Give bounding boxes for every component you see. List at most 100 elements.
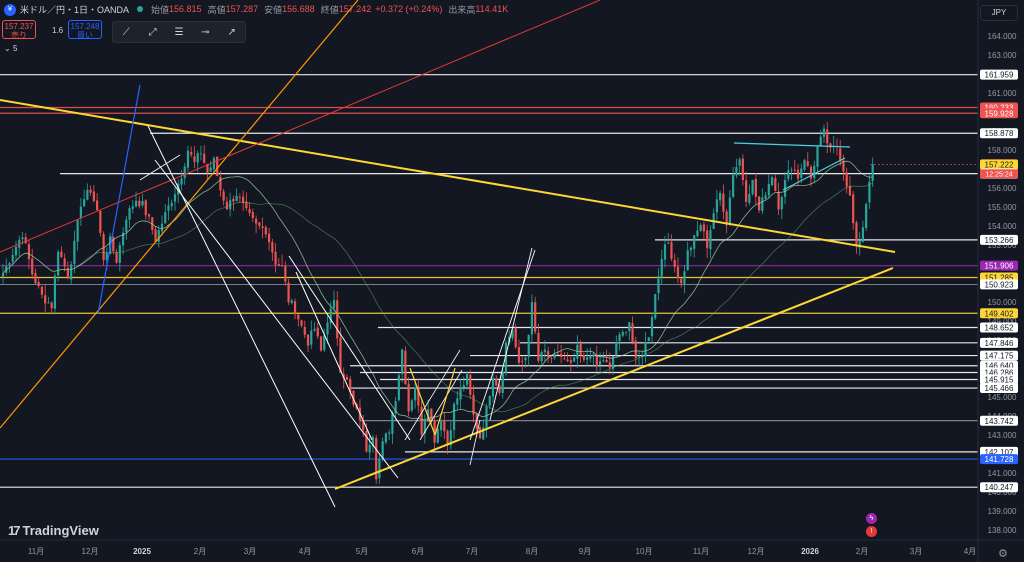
candle bbox=[212, 158, 216, 169]
close-value: 157.242 bbox=[338, 4, 372, 14]
candle bbox=[770, 177, 774, 186]
close-label: 終値 bbox=[320, 4, 339, 15]
candle bbox=[242, 196, 245, 203]
parallel-channel-tool-icon[interactable]: ☰ bbox=[174, 26, 184, 38]
cyan-top-line bbox=[733, 142, 851, 148]
candle bbox=[206, 163, 209, 173]
open-value: 156.815 bbox=[169, 4, 202, 14]
moving-average-slow-line bbox=[2, 182, 873, 413]
x-tick-label: 8月 bbox=[526, 547, 538, 556]
sell-price: 157.237 bbox=[4, 22, 34, 31]
candle bbox=[556, 353, 559, 355]
multi-point-tool-icon[interactable]: ⤢ bbox=[148, 26, 157, 38]
candle bbox=[134, 200, 138, 207]
countdown-badge bbox=[980, 169, 1018, 179]
candle bbox=[650, 317, 654, 337]
candle bbox=[57, 251, 60, 276]
candle bbox=[417, 386, 420, 406]
symbol-title[interactable]: 米ドル／円・1日・OANDA bbox=[20, 4, 130, 15]
price-level-badge bbox=[980, 234, 1018, 245]
candle bbox=[277, 264, 280, 266]
candle bbox=[63, 258, 66, 267]
candle bbox=[702, 224, 706, 232]
price-level-badge bbox=[980, 337, 1018, 348]
sell-label: 売り bbox=[11, 31, 27, 40]
candle bbox=[741, 158, 744, 181]
candle bbox=[251, 212, 254, 219]
event-lightning-icon[interactable]: ϟ bbox=[866, 513, 877, 524]
price-level-label: 147.175 bbox=[985, 352, 1014, 361]
price-level-label: 147.846 bbox=[985, 339, 1014, 348]
price-level-label: 151.906 bbox=[985, 262, 1014, 271]
candle bbox=[732, 175, 735, 197]
candle bbox=[514, 328, 517, 348]
candle bbox=[547, 351, 550, 358]
volume-value: 114.41K bbox=[475, 4, 509, 14]
price-level-label: 159.928 bbox=[985, 109, 1014, 118]
candle bbox=[576, 344, 579, 359]
sell-button[interactable]: 157.237 売り bbox=[2, 20, 36, 40]
buy-button[interactable]: 157.248 買い bbox=[68, 20, 102, 40]
candle bbox=[482, 427, 485, 440]
gear-icon[interactable]: ⚙ bbox=[998, 548, 1008, 560]
currency-selector[interactable]: JPY bbox=[980, 5, 1018, 21]
horizontal-ray-tool-icon[interactable]: ⊸ bbox=[201, 26, 210, 38]
candle bbox=[491, 378, 495, 397]
low-value: 156.688 bbox=[282, 4, 315, 14]
zigzag-line-b bbox=[434, 367, 456, 436]
y-tick-label: 140.000 bbox=[988, 488, 1017, 497]
x-tick-label: 5月 bbox=[356, 547, 368, 556]
candle bbox=[621, 332, 624, 336]
candle bbox=[803, 160, 806, 170]
candle bbox=[190, 151, 193, 155]
candle bbox=[537, 332, 540, 361]
price-level-label: 141.728 bbox=[985, 455, 1014, 464]
y-tick-label: 139.000 bbox=[988, 507, 1017, 516]
y-tick-label: 153.000 bbox=[988, 241, 1017, 250]
candle bbox=[50, 302, 53, 309]
x-tick-label: 7月 bbox=[466, 547, 478, 556]
candle bbox=[748, 193, 751, 203]
candle bbox=[637, 356, 641, 358]
x-tick-label: 3月 bbox=[910, 547, 922, 556]
candle bbox=[826, 129, 829, 144]
candle bbox=[125, 219, 128, 233]
candle bbox=[618, 334, 621, 342]
y-tick-label: 158.000 bbox=[988, 146, 1017, 155]
event-flag-icon[interactable]: ! bbox=[866, 526, 877, 537]
candle bbox=[670, 242, 673, 259]
candle bbox=[245, 201, 248, 209]
candle bbox=[371, 436, 375, 447]
wedge-line-b bbox=[419, 369, 463, 441]
candle bbox=[582, 354, 585, 360]
candle bbox=[391, 413, 394, 434]
x-tick-label: 12月 bbox=[82, 547, 99, 556]
price-level-label: 143.742 bbox=[985, 417, 1014, 426]
candle bbox=[456, 398, 459, 405]
candle bbox=[822, 128, 826, 137]
trend-line-tool-icon[interactable]: ⟋ bbox=[122, 26, 130, 38]
candle bbox=[423, 420, 426, 434]
y-tick-label: 164.000 bbox=[988, 32, 1017, 41]
candle bbox=[443, 420, 446, 432]
candle bbox=[167, 205, 170, 211]
candle bbox=[527, 334, 530, 358]
candle bbox=[280, 265, 284, 266]
candle bbox=[615, 342, 618, 356]
tradingview-logo: 17 TradingView bbox=[8, 523, 99, 538]
descending-trend-line bbox=[0, 99, 896, 253]
price-level-label: 140.247 bbox=[985, 483, 1014, 492]
indicator-toggle[interactable]: ⌄ 5 bbox=[4, 44, 17, 53]
candle bbox=[303, 326, 306, 335]
candle bbox=[644, 342, 647, 357]
y-tick-label: 154.000 bbox=[988, 222, 1017, 231]
candle bbox=[673, 259, 676, 267]
price-level-badge bbox=[980, 415, 1018, 426]
candle bbox=[164, 212, 167, 224]
ray-tool-icon[interactable]: ↗ bbox=[227, 26, 236, 38]
channel-line-upper bbox=[147, 125, 336, 508]
candle bbox=[735, 166, 738, 176]
price-level-label: 153.266 bbox=[985, 236, 1014, 245]
candle bbox=[868, 181, 871, 203]
